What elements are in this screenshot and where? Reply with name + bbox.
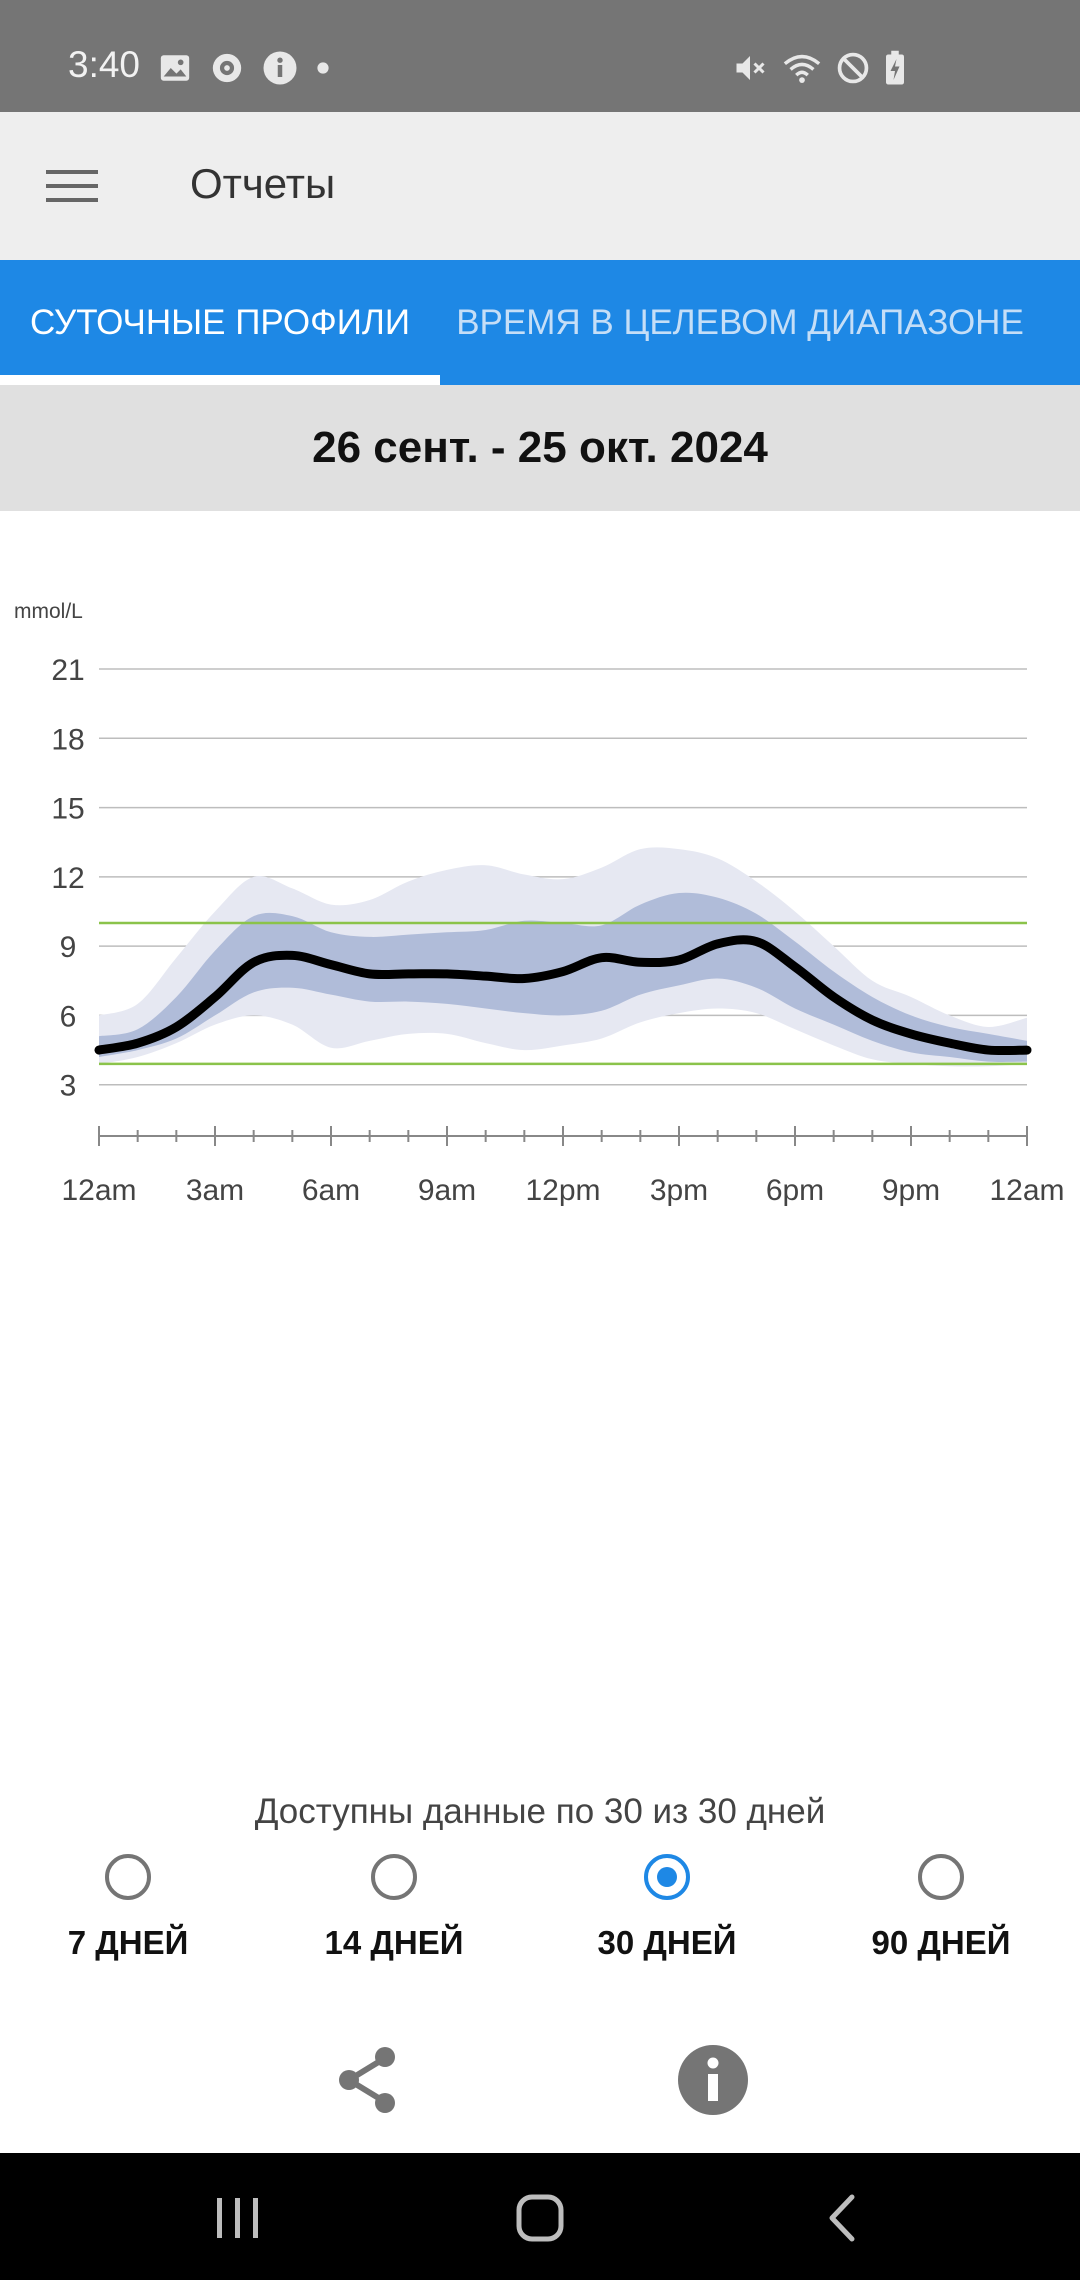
x-tick-label: 6am [302,1174,360,1207]
period-label: 14 ДНЕЙ [324,1924,464,1961]
radio-button[interactable] [644,1854,690,1900]
radio-button[interactable] [371,1854,417,1900]
x-tick-label: 12am [61,1174,136,1207]
x-tick-label: 9am [418,1174,476,1207]
battery-charging-icon [886,50,904,85]
tab-time-in-range[interactable]: ВРЕМЯ В ЦЕЛЕВОМ ДИАПАЗОНЕ [456,302,1024,342]
tab-indicator [0,375,440,385]
period-selector: 7 ДНЕЙ 14 ДНЕЙ 30 ДНЕЙ 90 ДНЕЙ [0,1850,1080,1970]
date-range-bar: 26 сент. - 25 окт. 2024 [0,385,1080,511]
y-tick-label: 12 [51,862,84,895]
period-option-14[interactable]: 14 ДНЕЙ [287,1850,507,1970]
x-axis: 12am 3am 6am 9am 12pm 3pm 6pm 9pm 12am [61,1126,1065,1207]
period-label: 7 ДНЕЙ [67,1924,189,1961]
recents-icon [217,2198,258,2238]
image-icon [160,55,190,81]
x-tick-label: 12am [989,1174,1064,1207]
radio-button[interactable] [918,1854,964,1900]
period-option-90[interactable]: 90 ДНЕЙ [834,1850,1054,1970]
date-range: 26 сент. - 25 окт. 2024 [312,423,768,472]
sensor-icon [212,53,242,83]
info-button[interactable] [673,2040,753,2120]
back-button[interactable] [802,2183,882,2253]
y-tick-label: 21 [51,654,84,687]
period-option-30[interactable]: 30 ДНЕЙ [560,1850,780,1970]
status-time: 3:40 [68,44,141,85]
home-button[interactable] [500,2183,580,2253]
menu-button[interactable] [32,152,112,220]
share-icon [339,2047,395,2113]
period-label: 90 ДНЕЙ [871,1924,1011,1961]
radio-selected-dot [657,1867,677,1887]
mute-icon [736,56,765,80]
y-tick-label: 9 [60,931,77,964]
y-tick-label: 15 [51,793,84,826]
home-icon [516,2194,564,2242]
dot-icon [317,62,329,74]
system-navigation-bar [0,2153,1080,2280]
notification-icons [158,50,330,86]
x-tick-label: 3am [186,1174,244,1207]
recents-button[interactable] [198,2183,278,2253]
radio-button[interactable] [105,1854,151,1900]
y-tick-label: 18 [51,723,84,756]
page-title: Отчеты [190,160,336,207]
hamburger-menu-icon [46,170,98,202]
percentile-25-75-band [99,892,1027,1062]
system-icons [732,48,906,88]
info-notification-icon [263,51,297,85]
median-line [94,935,1032,1056]
x-tick-label: 9pm [882,1174,940,1207]
tab-bar: СУТОЧНЫЕ ПРОФИЛИ ВРЕМЯ В ЦЕЛЕВОМ ДИАПАЗО… [0,260,1080,385]
data-availability-text: Доступны данные по 30 из 30 дней [254,1792,826,1831]
glucose-profile-chart: mmol/L 21 18 15 12 9 6 3 12am 3am 6am 9am 12pm 3pm 6… [14,600,1065,1207]
y-tick-label: 6 [60,1000,77,1033]
x-tick-label: 3pm [650,1174,708,1207]
app-bar: Отчеты [0,112,1080,260]
period-option-7[interactable]: 7 ДНЕЙ [21,1850,241,1970]
wifi-icon [783,54,821,83]
x-tick-label: 12pm [525,1174,600,1207]
x-tick-label: 6pm [766,1174,824,1207]
back-icon [829,2194,855,2242]
status-bar: 3:40 [0,0,1080,112]
do-not-disturb-icon [837,52,869,84]
share-button[interactable] [327,2040,407,2120]
tab-daily-profiles[interactable]: СУТОЧНЫЕ ПРОФИЛИ [29,302,411,342]
y-axis-label: mmol/L [14,600,83,623]
y-tick-label: 3 [60,1070,77,1103]
period-label: 30 ДНЕЙ [597,1924,737,1961]
info-icon [678,2045,748,2115]
